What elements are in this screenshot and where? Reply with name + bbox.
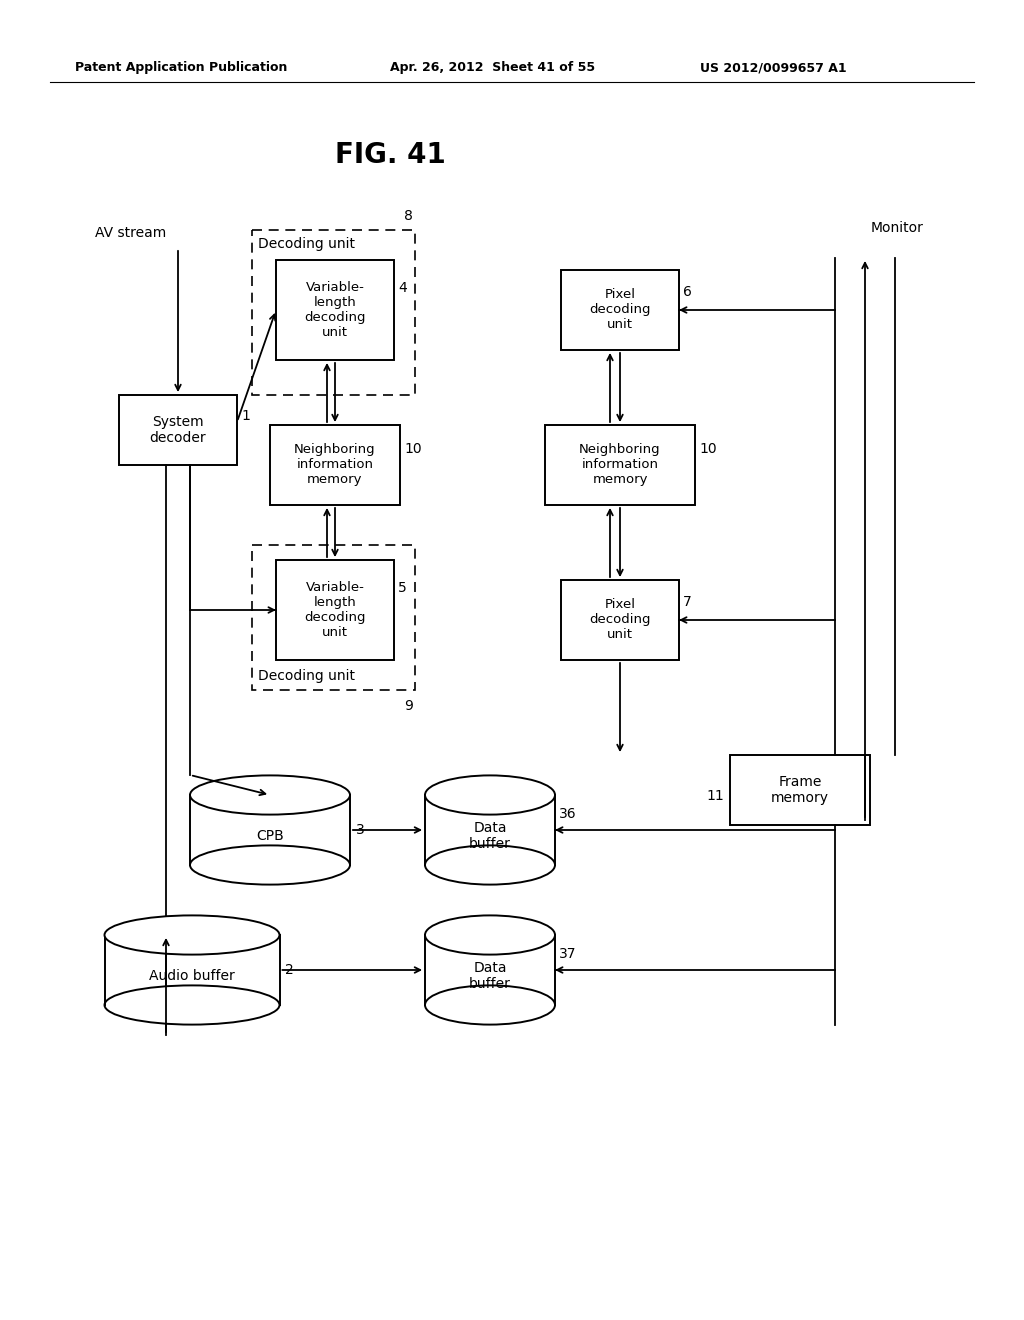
Text: 9: 9 [404, 700, 413, 713]
Text: Data
buffer: Data buffer [469, 821, 511, 851]
Text: Variable-
length
decoding
unit: Variable- length decoding unit [304, 281, 366, 339]
Text: 1: 1 [241, 409, 250, 422]
Text: US 2012/0099657 A1: US 2012/0099657 A1 [700, 62, 847, 74]
Bar [545, 425, 695, 506]
Text: 4: 4 [398, 281, 407, 294]
Ellipse shape [425, 986, 555, 1024]
Text: 7: 7 [683, 595, 692, 609]
Text: 3: 3 [356, 822, 365, 837]
Text: 6: 6 [683, 285, 692, 300]
Text: Decoding unit: Decoding unit [258, 238, 355, 251]
Text: CPB: CPB [256, 829, 284, 843]
Ellipse shape [104, 915, 280, 954]
Text: Neighboring
information
memory: Neighboring information memory [580, 444, 660, 487]
Text: System
decoder: System decoder [150, 414, 206, 445]
Bar [730, 755, 870, 825]
Ellipse shape [104, 986, 280, 1024]
Text: 10: 10 [699, 442, 717, 455]
Text: Audio buffer: Audio buffer [150, 969, 234, 983]
Text: Pixel
decoding
unit: Pixel decoding unit [589, 598, 650, 642]
Text: 10: 10 [404, 442, 422, 455]
Text: FIG. 41: FIG. 41 [335, 141, 445, 169]
Text: Variable-
length
decoding
unit: Variable- length decoding unit [304, 581, 366, 639]
Ellipse shape [190, 775, 350, 814]
Text: Patent Application Publication: Patent Application Publication [75, 62, 288, 74]
Text: Decoding unit: Decoding unit [258, 669, 355, 682]
Text: AV stream: AV stream [95, 226, 166, 240]
Text: Frame
memory: Frame memory [771, 775, 829, 805]
Bar [276, 560, 394, 660]
Ellipse shape [190, 845, 350, 884]
Text: Neighboring
information
memory: Neighboring information memory [294, 444, 376, 487]
Text: Monitor: Monitor [871, 220, 924, 235]
Ellipse shape [425, 845, 555, 884]
Bar [252, 230, 415, 395]
Text: 37: 37 [559, 946, 577, 961]
Bar [104, 935, 280, 1005]
Ellipse shape [425, 775, 555, 814]
Bar [425, 795, 555, 865]
Bar [561, 271, 679, 350]
Text: Apr. 26, 2012  Sheet 41 of 55: Apr. 26, 2012 Sheet 41 of 55 [390, 62, 595, 74]
Text: Pixel
decoding
unit: Pixel decoding unit [589, 289, 650, 331]
Text: Data
buffer: Data buffer [469, 961, 511, 991]
Text: 5: 5 [398, 581, 407, 595]
Ellipse shape [425, 915, 555, 954]
Text: 11: 11 [707, 789, 724, 803]
Bar [561, 579, 679, 660]
Text: 2: 2 [286, 964, 294, 977]
Text: 8: 8 [404, 209, 413, 223]
Bar [425, 935, 555, 1005]
Bar [190, 795, 350, 865]
Bar [119, 395, 237, 465]
Text: 36: 36 [559, 807, 577, 821]
Bar [270, 425, 400, 506]
Bar [276, 260, 394, 360]
Bar [252, 545, 415, 690]
